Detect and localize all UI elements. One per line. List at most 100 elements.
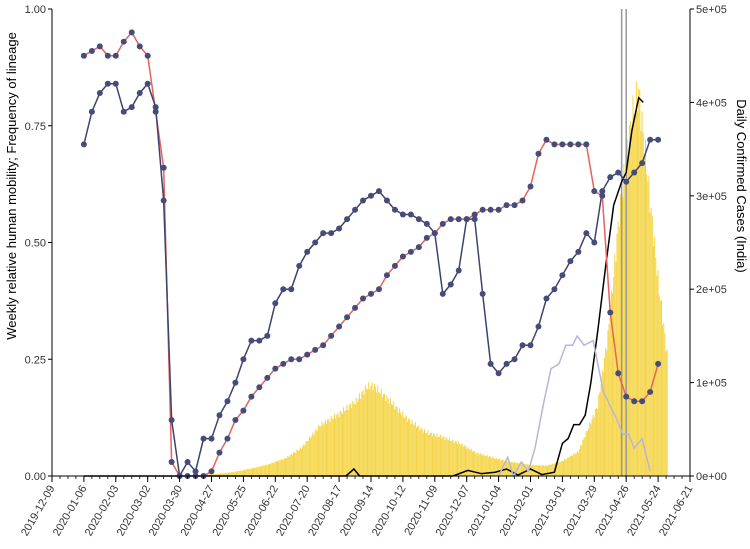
- mobility-point: [336, 323, 343, 330]
- mobility-point: [383, 197, 390, 204]
- case-bar: [528, 465, 530, 476]
- case-bar: [239, 470, 241, 476]
- case-bar: [460, 444, 462, 476]
- case-bar: [658, 295, 660, 476]
- case-bar: [611, 292, 613, 476]
- case-bar: [499, 458, 501, 476]
- mobility-point: [232, 416, 239, 423]
- case-bar: [445, 436, 447, 476]
- mobility-point: [280, 360, 287, 367]
- mobility-point: [168, 416, 175, 423]
- case-bar: [599, 392, 601, 476]
- mobility-point: [655, 360, 662, 367]
- mobility-point: [304, 248, 311, 255]
- case-bar: [457, 444, 459, 476]
- case-bar: [449, 437, 451, 476]
- case-bar: [549, 464, 551, 476]
- case-bar: [576, 451, 578, 476]
- case-bar: [254, 468, 256, 476]
- case-bar: [610, 290, 612, 476]
- case-bar: [580, 445, 582, 476]
- case-bar: [466, 448, 468, 476]
- case-bar: [300, 449, 302, 476]
- case-bar: [289, 455, 291, 476]
- mobility-point: [439, 290, 446, 297]
- mobility-point: [136, 43, 143, 50]
- case-bar: [218, 473, 220, 476]
- case-bar: [648, 175, 650, 476]
- mobility-point: [208, 435, 215, 442]
- case-bar: [229, 472, 231, 476]
- x-tick-label: 2021-06-21: [657, 484, 696, 539]
- case-bar: [287, 455, 289, 476]
- case-bar: [222, 473, 224, 476]
- case-bar: [564, 458, 566, 476]
- case-bar: [470, 448, 472, 476]
- case-bar: [291, 454, 293, 476]
- case-bar: [315, 429, 317, 476]
- case-bar: [271, 462, 273, 476]
- mobility-point: [423, 220, 430, 227]
- case-bar: [398, 408, 400, 476]
- case-bar: [515, 462, 517, 476]
- mobility-point: [583, 230, 590, 237]
- mobility-point: [535, 323, 542, 330]
- case-bar: [299, 447, 301, 476]
- case-bar: [566, 458, 568, 476]
- case-bar: [314, 430, 316, 476]
- case-bar: [373, 383, 375, 476]
- case-bar: [500, 460, 502, 476]
- case-bar: [504, 459, 506, 476]
- case-bar: [562, 460, 564, 476]
- case-bar: [402, 411, 404, 476]
- case-bar: [335, 418, 337, 476]
- case-bar: [237, 470, 239, 476]
- mobility-point: [615, 169, 622, 176]
- mobility-point: [184, 458, 191, 465]
- mobility-point: [280, 286, 287, 293]
- case-bar: [379, 393, 381, 476]
- case-bar: [652, 246, 654, 476]
- case-bar: [357, 398, 359, 476]
- case-bar: [395, 406, 397, 476]
- case-bar: [469, 450, 471, 476]
- case-bar: [567, 456, 569, 476]
- case-bar: [478, 454, 480, 476]
- y-axis-left-title: Weekly relative human mobility; Frequenc…: [4, 32, 19, 340]
- case-bar: [568, 457, 570, 476]
- mobility-point: [360, 295, 367, 302]
- case-bar: [560, 460, 562, 476]
- case-bar: [213, 474, 215, 476]
- case-bar: [347, 410, 349, 476]
- case-bar: [281, 459, 283, 476]
- case-bar: [659, 299, 661, 476]
- case-bar: [258, 466, 260, 476]
- case-bar: [397, 412, 399, 476]
- mobility-point: [551, 286, 558, 293]
- case-bar: [570, 455, 572, 476]
- case-bar: [277, 461, 279, 476]
- case-bar: [596, 408, 598, 476]
- mobility-point: [296, 262, 303, 269]
- case-bar: [324, 419, 326, 476]
- case-bar: [275, 462, 277, 476]
- case-bar: [591, 419, 593, 476]
- case-bar: [280, 459, 282, 476]
- case-bar: [624, 180, 626, 476]
- case-bar: [429, 433, 431, 476]
- case-bar: [641, 111, 643, 477]
- lineage-line: [497, 334, 651, 478]
- case-bar: [240, 470, 242, 476]
- case-bar: [403, 417, 405, 476]
- mobility-point: [312, 346, 319, 353]
- mobility-point: [647, 136, 654, 143]
- mobility-point: [447, 281, 454, 288]
- case-bar: [479, 453, 481, 476]
- case-bar: [660, 300, 662, 476]
- mobility-point: [336, 225, 343, 232]
- case-bar: [633, 114, 635, 476]
- case-bar: [542, 465, 544, 476]
- case-bar: [503, 461, 505, 476]
- case-bar: [508, 460, 510, 476]
